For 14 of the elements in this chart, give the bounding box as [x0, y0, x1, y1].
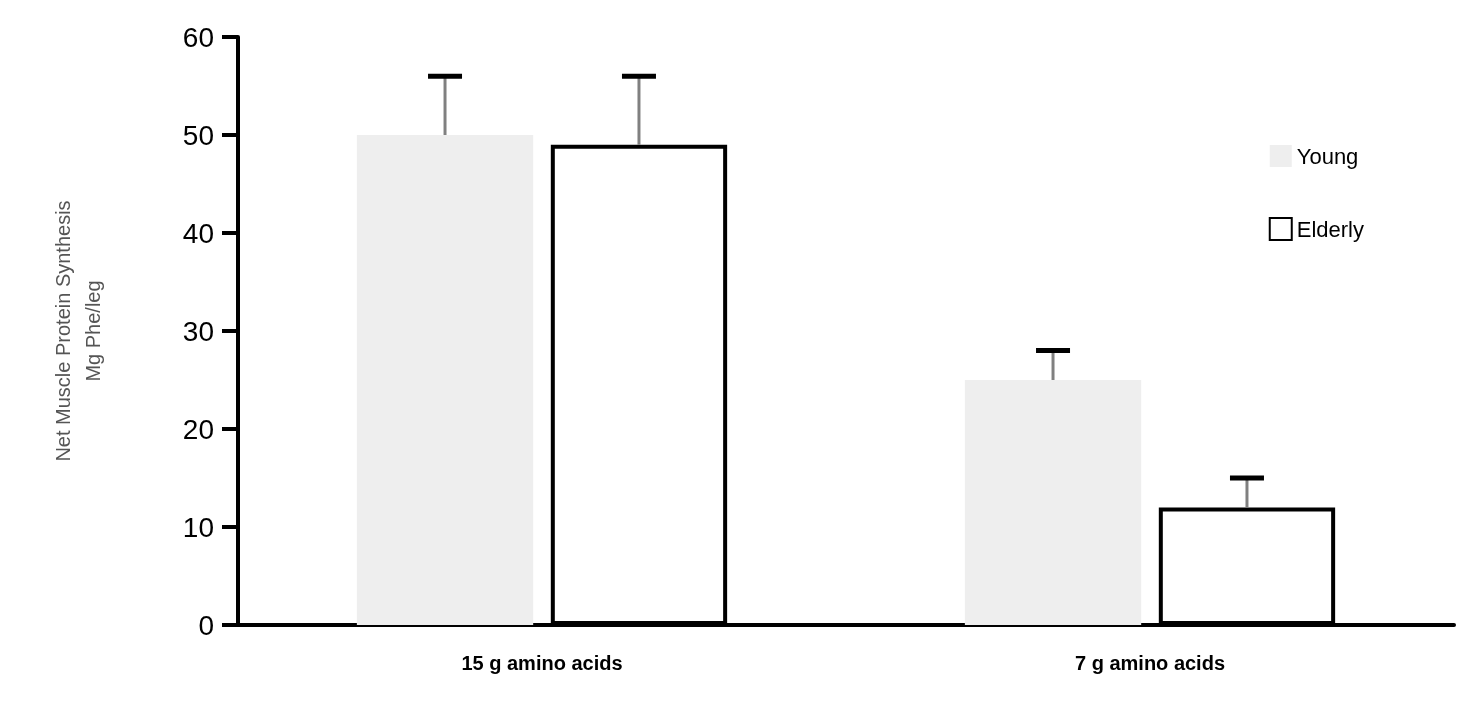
x-tick-label: 15 g amino acids	[461, 652, 623, 674]
y-tick-label: 40	[182, 217, 214, 249]
y-tick-label: 20	[182, 413, 214, 445]
bar	[356, 135, 534, 625]
bar	[964, 380, 1142, 625]
y-axis-title: Net Muscle Protein Synthesis Mg Phe/leg	[52, 200, 104, 462]
y-tick-label: 0	[198, 609, 214, 641]
legend-label: Elderly	[1296, 216, 1364, 242]
y-tick-label: 10	[182, 511, 214, 543]
y-tick-label: 50	[182, 119, 214, 151]
y-tick-label: 30	[182, 315, 214, 347]
legend-label: Young	[1296, 143, 1359, 169]
y-tick-label: 60	[182, 21, 214, 53]
x-tick-label: 7 g amino acids	[1074, 652, 1226, 674]
